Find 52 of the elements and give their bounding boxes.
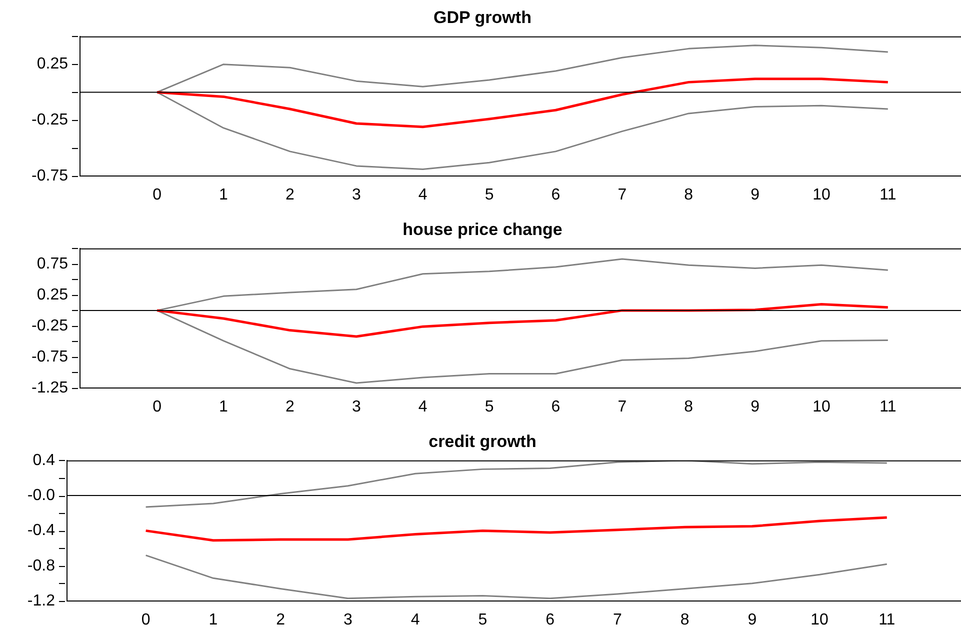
chart-title: credit growth bbox=[428, 432, 536, 451]
x-tick-label: 5 bbox=[478, 611, 488, 628]
x-tick-label: 5 bbox=[484, 398, 494, 416]
x-tick-label: 3 bbox=[352, 398, 361, 416]
x-tick-label: 9 bbox=[750, 186, 760, 204]
y-tick-label: 0.25 bbox=[36, 56, 68, 73]
y-tick-label: -1.25 bbox=[32, 379, 68, 396]
x-tick-label: 1 bbox=[219, 398, 228, 416]
y-tick-label: 0.75 bbox=[36, 255, 68, 272]
x-tick-label: 7 bbox=[618, 186, 627, 204]
x-tick-label: 4 bbox=[418, 186, 428, 204]
chart-title: house price change bbox=[402, 220, 562, 239]
x-tick-label: 11 bbox=[878, 611, 896, 628]
x-tick-label: 7 bbox=[618, 398, 627, 416]
x-tick-label: 0 bbox=[141, 611, 150, 628]
x-tick-label: 8 bbox=[684, 186, 694, 204]
y-tick-label: -1.2 bbox=[27, 592, 56, 610]
x-tick-label: 5 bbox=[484, 186, 494, 204]
y-tick-label: -0.75 bbox=[32, 167, 68, 184]
x-tick-label: 6 bbox=[546, 611, 555, 628]
x-tick-label: 0 bbox=[152, 186, 162, 204]
x-tick-label: 11 bbox=[880, 186, 896, 204]
x-tick-label: 11 bbox=[880, 398, 896, 416]
x-tick-label: 3 bbox=[352, 186, 361, 204]
x-tick-label: 10 bbox=[812, 398, 830, 416]
x-tick-label: 8 bbox=[680, 611, 690, 628]
chart-title: GDP growth bbox=[434, 8, 532, 27]
x-tick-label: 9 bbox=[748, 611, 757, 628]
x-tick-label: 9 bbox=[750, 398, 760, 416]
x-tick-label: 4 bbox=[418, 398, 428, 416]
x-tick-label: 1 bbox=[219, 186, 228, 204]
x-tick-label: 2 bbox=[276, 611, 286, 628]
y-tick-label: -0.75 bbox=[32, 348, 68, 366]
x-tick-label: 6 bbox=[551, 186, 560, 204]
x-tick-label: 3 bbox=[343, 611, 352, 628]
y-tick-label: -0.4 bbox=[27, 522, 56, 540]
y-tick-label: -0.25 bbox=[32, 317, 68, 334]
x-tick-label: 2 bbox=[286, 186, 295, 204]
x-tick-label: 4 bbox=[410, 611, 420, 628]
x-tick-label: 1 bbox=[208, 611, 218, 628]
x-tick-label: 10 bbox=[812, 186, 830, 204]
x-tick-label: 0 bbox=[152, 398, 162, 416]
x-tick-label: 2 bbox=[286, 398, 295, 416]
x-tick-label: 10 bbox=[810, 611, 829, 628]
y-tick-label: 0.25 bbox=[36, 286, 68, 304]
y-tick-label: -0.8 bbox=[27, 557, 56, 574]
x-tick-label: 8 bbox=[684, 398, 694, 416]
x-tick-label: 7 bbox=[612, 611, 622, 628]
y-tick-label: 0.4 bbox=[32, 452, 56, 469]
y-tick-label: -0.25 bbox=[32, 112, 68, 129]
x-tick-label: 6 bbox=[551, 398, 560, 416]
y-tick-label: -0.0 bbox=[27, 486, 56, 504]
